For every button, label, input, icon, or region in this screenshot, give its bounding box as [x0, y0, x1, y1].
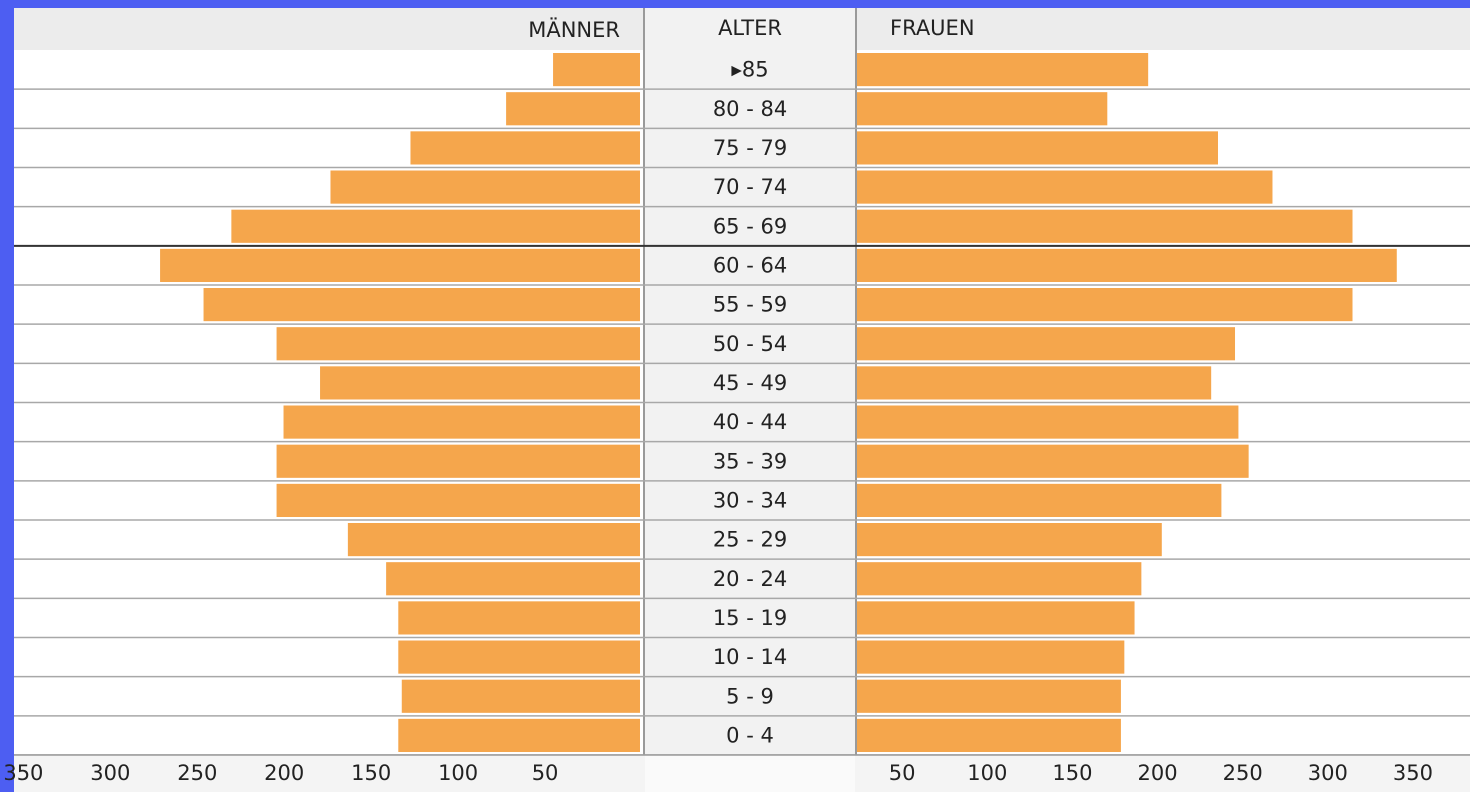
- bar: [203, 288, 641, 322]
- bar: [553, 53, 640, 87]
- bar: [857, 718, 1121, 752]
- bar: [330, 170, 640, 204]
- right-tick-label: 250: [1223, 761, 1263, 785]
- bar: [398, 601, 640, 635]
- bar: [857, 131, 1218, 165]
- bar: [347, 523, 640, 557]
- category-label: 20 - 24: [713, 567, 787, 591]
- bar: [398, 640, 640, 674]
- right-tick-label: 50: [889, 761, 916, 785]
- category-label: 50 - 54: [713, 332, 787, 356]
- left-tick-label: 350: [3, 761, 43, 785]
- bar: [857, 209, 1353, 243]
- category-label: 0 - 4: [726, 723, 774, 747]
- bar: [857, 92, 1108, 126]
- bar: [231, 209, 640, 243]
- bar: [506, 92, 640, 126]
- left-tick-label: 100: [438, 761, 478, 785]
- bar: [160, 248, 641, 282]
- category-label: 40 - 44: [713, 410, 787, 434]
- left-header: MÄNNER: [528, 17, 620, 42]
- category-label: 25 - 29: [713, 528, 787, 552]
- bar: [857, 444, 1249, 478]
- left-tick-label: 200: [264, 761, 304, 785]
- right-tick-label: 100: [967, 761, 1007, 785]
- bar: [857, 405, 1239, 439]
- category-label: ▸85: [731, 58, 768, 82]
- category-label: 10 - 14: [713, 645, 787, 669]
- bar: [857, 170, 1273, 204]
- bar: [320, 366, 640, 400]
- category-label: 70 - 74: [713, 175, 787, 199]
- left-tick-label: 50: [532, 761, 559, 785]
- category-label: 80 - 84: [713, 97, 787, 121]
- right-header: FRAUEN: [890, 16, 975, 40]
- bar: [857, 327, 1236, 361]
- category-label: 5 - 9: [726, 684, 774, 708]
- bar: [857, 523, 1162, 557]
- bar: [857, 248, 1397, 282]
- category-label: 75 - 79: [713, 136, 787, 160]
- category-label: 45 - 49: [713, 371, 787, 395]
- category-label: 65 - 69: [713, 214, 787, 238]
- bar: [857, 601, 1135, 635]
- category-label: 35 - 39: [713, 449, 787, 473]
- age-column: [644, 8, 856, 792]
- bar: [857, 562, 1142, 596]
- right-tick-label: 350: [1393, 761, 1433, 785]
- category-label: 30 - 34: [713, 488, 787, 512]
- bar: [410, 131, 640, 165]
- bar: [283, 405, 640, 439]
- category-label: 15 - 19: [713, 606, 787, 630]
- bar: [276, 327, 640, 361]
- bar: [386, 562, 640, 596]
- bar: [276, 483, 640, 517]
- right-tick-label: 150: [1052, 761, 1092, 785]
- bar: [398, 718, 640, 752]
- category-label: 55 - 59: [713, 293, 787, 317]
- bar: [857, 483, 1222, 517]
- category-label: 60 - 64: [713, 253, 787, 277]
- left-tick-label: 150: [351, 761, 391, 785]
- right-tick-label: 200: [1138, 761, 1178, 785]
- right-tick-label: 300: [1308, 761, 1348, 785]
- bar: [857, 53, 1149, 87]
- axis-age-cell: [645, 755, 855, 792]
- left-tick-label: 250: [177, 761, 217, 785]
- bar: [401, 679, 640, 713]
- bar: [857, 679, 1121, 713]
- age-header: ALTER: [718, 16, 782, 40]
- bar: [857, 366, 1212, 400]
- bar: [857, 640, 1125, 674]
- bar: [276, 444, 640, 478]
- left-tick-label: 300: [90, 761, 130, 785]
- bar: [857, 288, 1353, 322]
